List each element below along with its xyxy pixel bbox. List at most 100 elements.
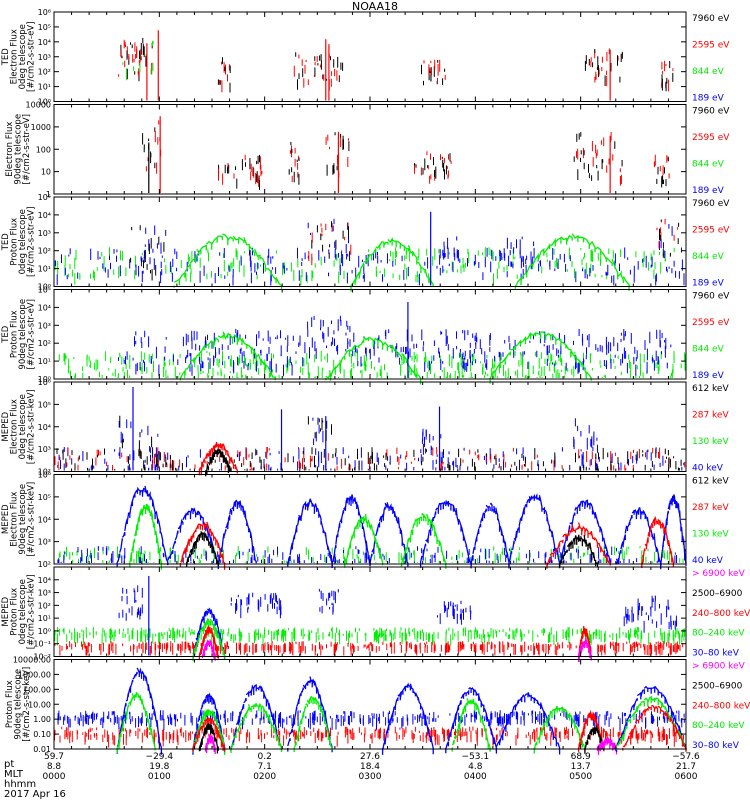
series-burst-red <box>325 134 349 178</box>
legend-entry: 7960 eV <box>692 107 730 117</box>
legend-entry: 2500–6900 <box>692 589 743 599</box>
series-arc-blue <box>508 492 561 568</box>
y-tick-label: 0.10 <box>33 730 51 739</box>
series-burst-blue <box>623 595 677 633</box>
series-arc-green <box>192 709 226 755</box>
panel-8: 0.01 0.10 1.00 10.00 100.00 1000.00 10000.00 Pr… <box>5 656 750 755</box>
series-burst-black <box>573 132 623 181</box>
legend-entry: 240–800 keV <box>692 701 750 711</box>
y-axis-label: Electron Flux <box>10 492 20 547</box>
series-arc-green <box>129 503 163 570</box>
series-arc-blue <box>660 494 687 570</box>
legend-entry: 2595 eV <box>692 318 730 328</box>
series-arc-green <box>533 705 586 754</box>
tick-pt: −53.1 <box>462 752 490 762</box>
y-tick-label: 10⁰ <box>38 375 51 384</box>
y-tick-label: 10 <box>41 168 51 177</box>
series-burst-red <box>423 59 446 82</box>
series-burst-black <box>326 132 350 176</box>
panel-frame <box>53 659 687 750</box>
tick-hhmm: 0300 <box>359 772 382 782</box>
series-arc-green <box>489 331 592 384</box>
y-tick-label: 1000.00 <box>18 670 51 679</box>
series-burst-red <box>218 154 263 187</box>
series-burst-red <box>590 48 619 87</box>
y-axis-label: [#/cm2-s-str-eV] <box>27 22 37 92</box>
axis-row-mlt: MLT <box>4 769 23 780</box>
y-tick-label: 10⁻² <box>33 653 51 662</box>
y-tick-label: 100.00 <box>23 685 51 694</box>
series-burst-black <box>217 57 231 93</box>
y-axis-label: Proton Flux <box>10 588 20 636</box>
legend-entry: 240–800 keV <box>692 609 750 619</box>
series-arc-green <box>344 513 384 568</box>
y-tick-label: 10⁴ <box>38 211 51 220</box>
panel-frame <box>53 289 687 380</box>
series-burst-red <box>123 39 142 68</box>
series-arc-green <box>192 617 226 662</box>
tick-pt: −29.4 <box>146 752 174 762</box>
y-axis-label: [#/cm2-s-str-keV] <box>27 482 37 557</box>
y-tick-label: 10⁵ <box>38 493 51 502</box>
tick-pt: 27.6 <box>360 752 380 762</box>
tick-pt: 68.9 <box>571 752 591 762</box>
series-burst-black <box>661 61 674 92</box>
series-arc-black <box>205 448 232 477</box>
panel-8-data <box>53 667 687 755</box>
legend-entry: > 6900 keV <box>692 569 746 579</box>
series-burst-blue <box>118 419 160 471</box>
legend-entry: 844 eV <box>692 160 725 170</box>
series-arc-red <box>641 515 675 569</box>
y-tick-label: 10¹ <box>38 83 51 92</box>
legend-entry: 30–80 keV <box>692 741 740 751</box>
y-tick-label: 10⁰ <box>38 283 51 292</box>
y-tick-label: 10⁻¹ <box>33 640 51 649</box>
series-burst-blue <box>437 600 472 625</box>
series-burst-blue <box>57 710 687 731</box>
y-axis-label: TED <box>1 48 11 67</box>
series-burst-black <box>421 60 446 86</box>
series-burst-red <box>656 218 679 249</box>
series-burst-red <box>653 154 670 179</box>
legend-entry: 7960 eV <box>692 292 730 302</box>
y-tick-label: 10000 <box>26 101 51 110</box>
tick-mlt: 13.7 <box>571 762 591 772</box>
series-arc-red <box>198 441 238 476</box>
y-axis-label: 90deg telescope <box>14 114 24 185</box>
y-tick-label: 10¹ <box>38 614 51 623</box>
tick-pt: 0.2 <box>258 752 272 762</box>
series-arc-green <box>350 236 434 292</box>
panel-3-data <box>54 211 685 292</box>
series-burst-black <box>311 221 351 261</box>
legend-entry: 7960 eV <box>692 199 730 209</box>
legend-entry: 30–80 keV <box>692 649 740 659</box>
series-burst-black <box>656 157 669 188</box>
y-axis-label: TED <box>1 233 11 252</box>
y-tick-label: 10² <box>38 601 51 610</box>
y-axis-label: [#/cm2-s-str-keV] <box>27 389 37 464</box>
y-axis-label: [#/cm2-s-str-keV] <box>27 574 37 649</box>
tick-hhmm: 0000 <box>43 772 66 782</box>
y-axis-label: 0deg telescope <box>18 394 28 459</box>
series-arc-blue <box>419 500 472 568</box>
series-burst-green <box>54 627 686 647</box>
y-tick-label: 10² <box>38 468 51 477</box>
series-burst-black <box>119 415 160 471</box>
y-tick-label: 10⁵ <box>38 23 51 32</box>
panel-4-data <box>58 302 686 385</box>
y-tick-label: 10² <box>38 68 51 77</box>
y-tick-label: 1000 <box>31 123 51 132</box>
series-burst-blue <box>307 315 351 359</box>
y-axis-label: MEPED <box>1 596 11 626</box>
y-axis-label: Proton Flux <box>10 218 20 266</box>
series-burst-red <box>414 151 452 184</box>
tick-mlt: 19.8 <box>149 762 169 772</box>
series-arc-black <box>558 534 599 569</box>
series-arc-green <box>230 702 283 753</box>
series-burst-blue <box>230 592 282 619</box>
